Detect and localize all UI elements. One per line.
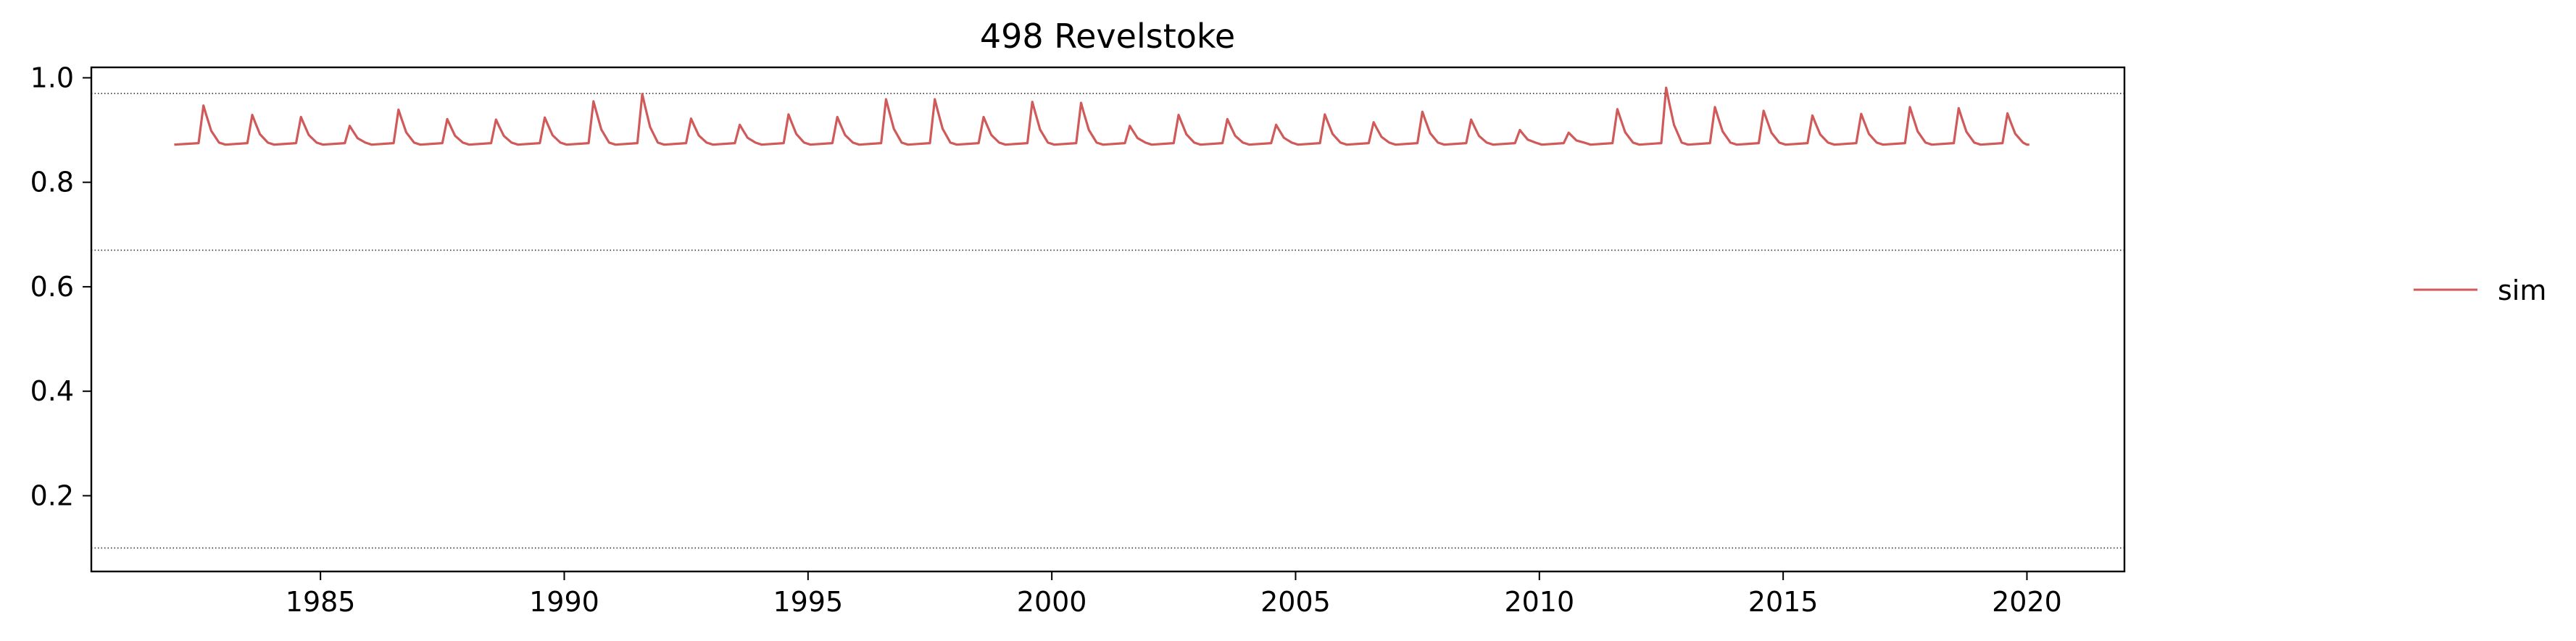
x-tick-label: 2005 bbox=[1260, 586, 1331, 618]
x-tick-label: 1995 bbox=[773, 586, 843, 618]
x-tick-label: 2000 bbox=[1017, 586, 1087, 618]
x-tick-label: 2010 bbox=[1504, 586, 1574, 618]
legend-label-sim: sim bbox=[2498, 275, 2546, 306]
y-tick-label: 0.2 bbox=[30, 479, 74, 511]
series-line-sim bbox=[174, 86, 2029, 146]
series-group bbox=[174, 86, 2029, 146]
y-tick-label: 0.8 bbox=[30, 167, 74, 198]
x-tick-label: 1990 bbox=[529, 586, 599, 618]
y-tick-label: 1.0 bbox=[30, 62, 74, 93]
x-tick-label: 2015 bbox=[1748, 586, 1819, 618]
legend: sim bbox=[2414, 275, 2546, 306]
plot-frame bbox=[90, 66, 2126, 573]
y-axis: 0.2 0.4 0.6 0.8 1.0 bbox=[30, 62, 91, 511]
x-axis: 1985 1990 1995 2000 2005 2010 2015 2020 bbox=[286, 571, 2062, 618]
x-tick-label: 1985 bbox=[286, 586, 356, 618]
y-tick-label: 0.6 bbox=[30, 271, 74, 303]
chart-title: 498 Revelstoke bbox=[980, 17, 1235, 56]
x-tick-label: 2020 bbox=[1992, 586, 2062, 618]
y-tick-label: 0.4 bbox=[30, 375, 74, 407]
